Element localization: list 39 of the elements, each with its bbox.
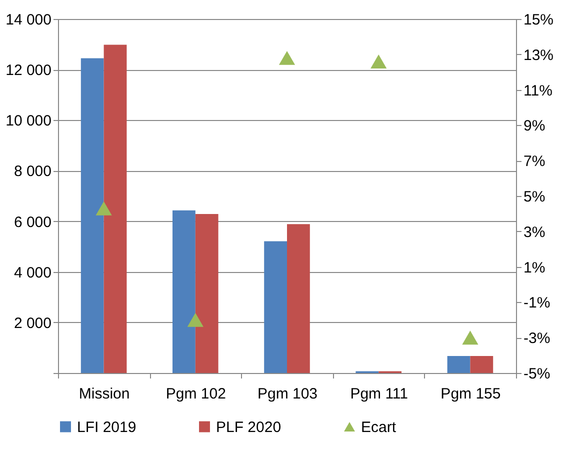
x-tick-label: Mission [78, 386, 130, 402]
y2-tick-label: 13% [524, 46, 554, 64]
y-tick-label: 4 000 [14, 264, 52, 282]
legend-label: Ecart [361, 418, 397, 436]
x-tick-label: Pgm 102 [166, 386, 226, 402]
y2-tick-label: 11% [524, 82, 552, 100]
y-tick-label: 12 000 [6, 62, 52, 80]
bar [447, 356, 470, 373]
point [462, 330, 478, 345]
x-tick-label: Pgm 111 [350, 386, 408, 402]
y2-tick-label: 5% [524, 188, 546, 206]
y-tick-label: 6 000 [14, 214, 52, 231]
y-tick-label: 10 000 [6, 112, 52, 130]
y2-tick-label: 3% [524, 224, 546, 241]
y2-tick-label: -1% [524, 294, 550, 312]
legend-label: LFI 2019 [77, 418, 136, 436]
bar [264, 241, 287, 373]
y-tick-label: 14 000 [6, 12, 52, 28]
point [370, 54, 387, 68]
legend-label: PLF 2020 [216, 418, 282, 436]
y2-tick-label: 1% [524, 259, 546, 276]
y2-tick-label: -3% [524, 330, 550, 348]
x-tick-label: Pgm 103 [257, 386, 318, 402]
bar [287, 224, 310, 373]
point [187, 312, 204, 327]
y2-tick-label: 15% [524, 12, 554, 28]
y2-tick-label: 7% [524, 153, 546, 170]
bar [195, 214, 218, 373]
y-tick-label: 2 000 [14, 314, 52, 332]
bar [172, 210, 196, 373]
bar [80, 58, 104, 373]
point [278, 50, 296, 65]
y2-tick-label: 9% [524, 118, 546, 135]
y2-tick-label: -5% [524, 366, 550, 382]
x-tick-label: Pgm 155 [440, 386, 501, 402]
bar [470, 356, 494, 373]
y-tick-label: 8 000 [14, 163, 52, 180]
point [96, 201, 112, 216]
bar [104, 44, 127, 373]
